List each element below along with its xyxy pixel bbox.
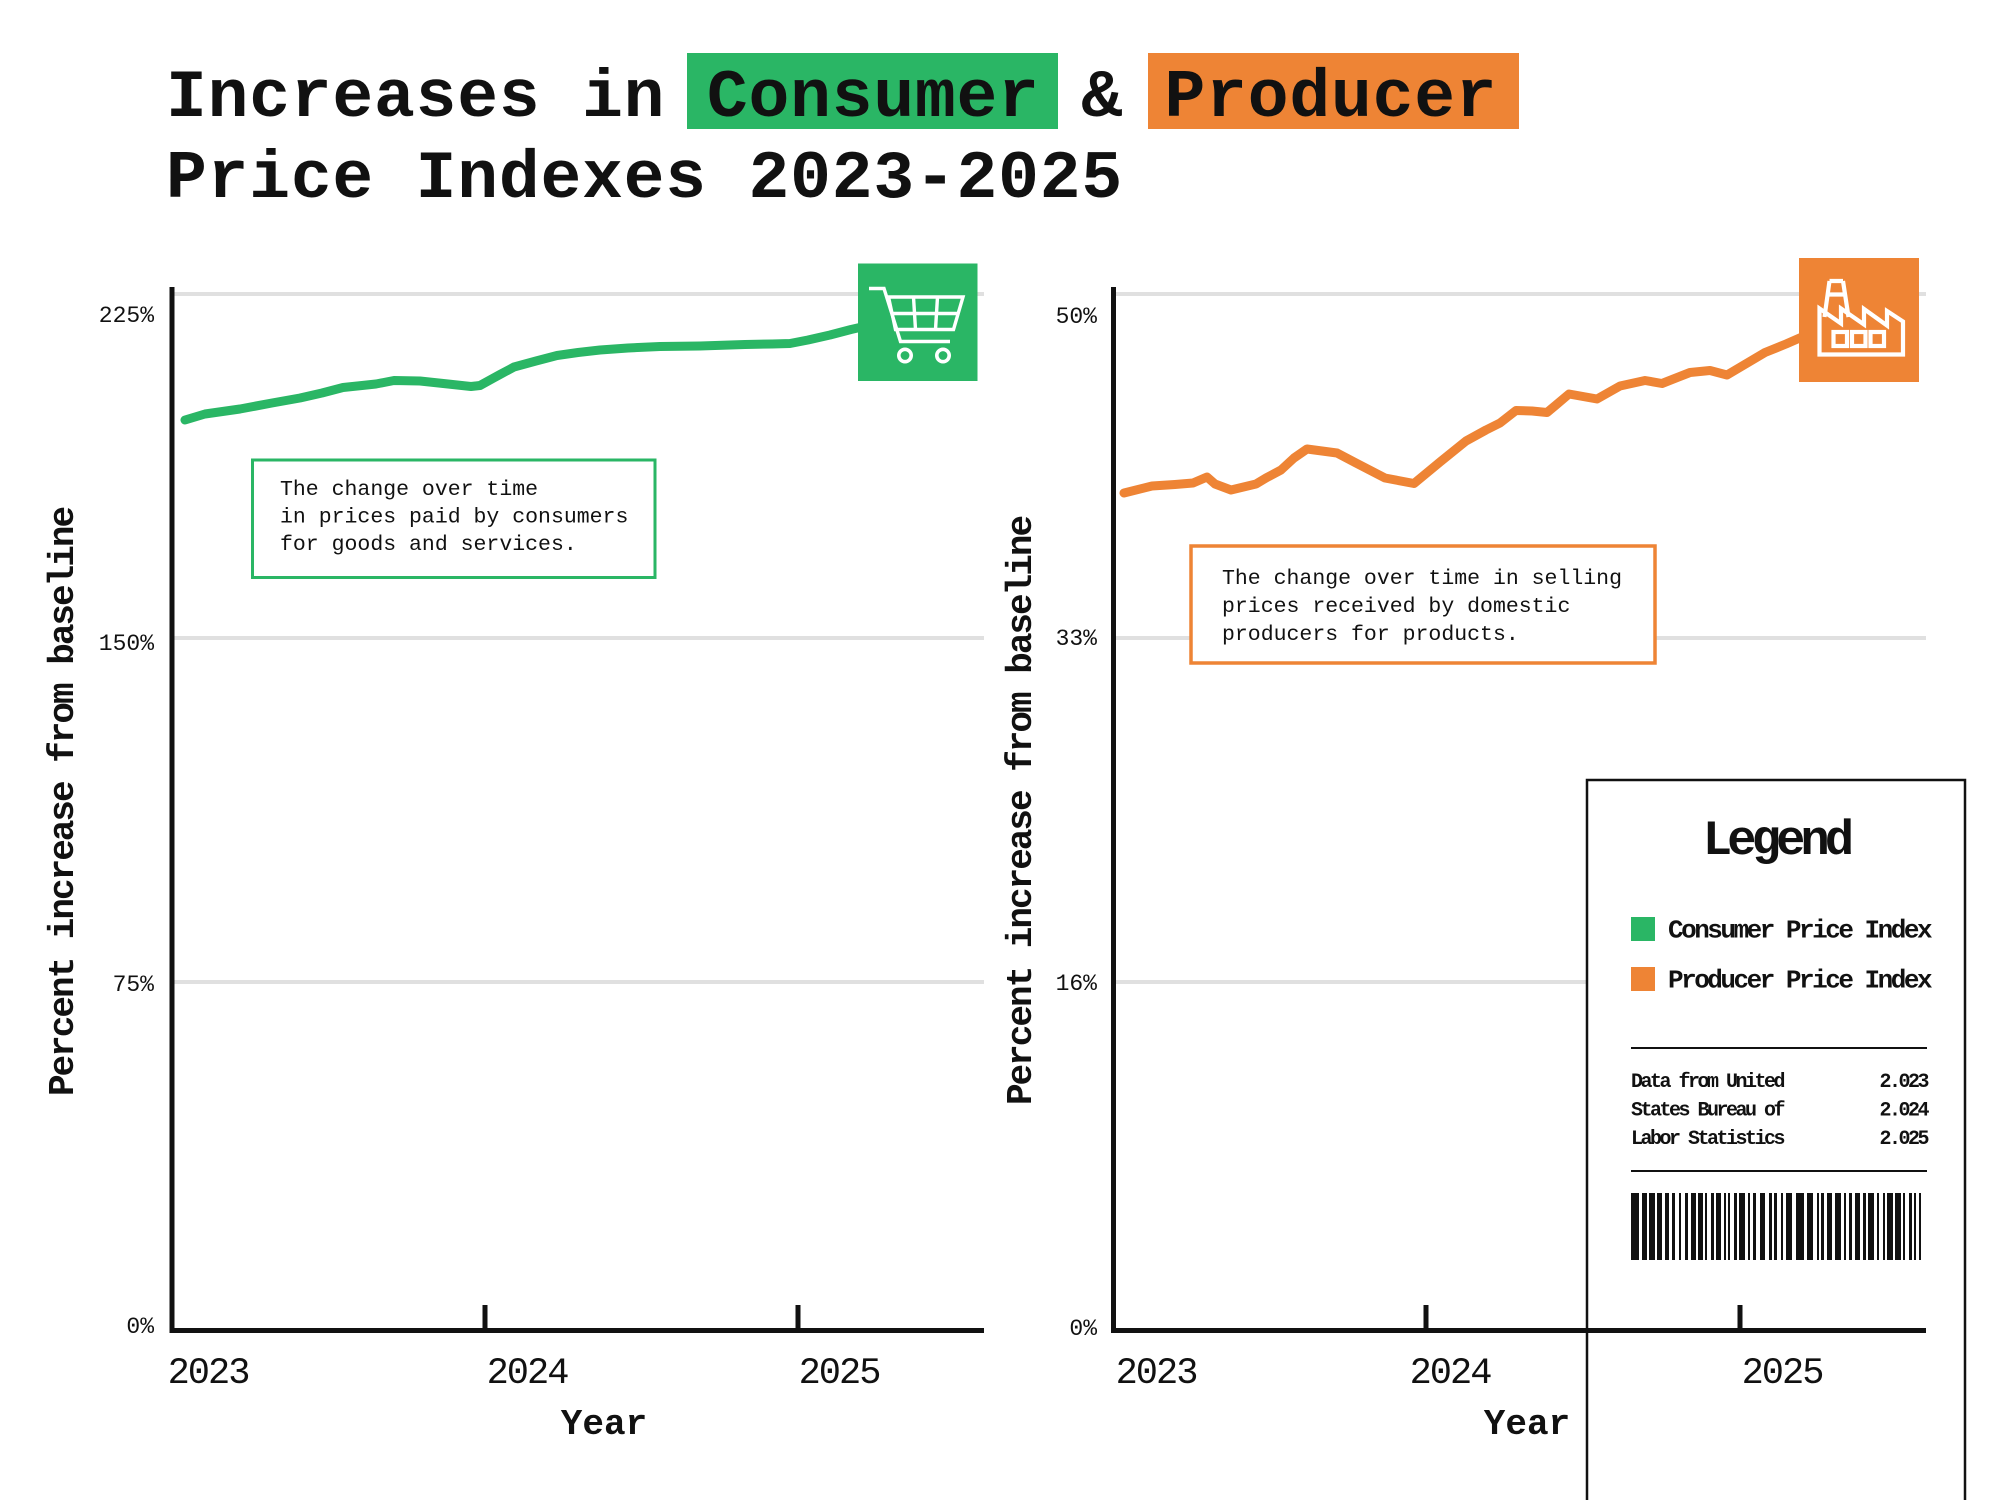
svg-text:Labor Statistics: Labor Statistics: [1631, 1128, 1785, 1151]
svg-text:producers for products.: producers for products.: [1222, 623, 1519, 647]
svg-text:in prices paid by consumers: in prices paid by consumers: [280, 506, 628, 530]
svg-text:2025: 2025: [1742, 1353, 1823, 1395]
svg-text:for goods and services.: for goods and services.: [280, 533, 577, 557]
svg-text:Increases in Consumer & Produc: Increases in Consumer & Producer: [166, 60, 1497, 137]
svg-text:2.023: 2.023: [1879, 1071, 1928, 1094]
svg-text:Data from United: Data from United: [1631, 1071, 1785, 1094]
svg-text:150%: 150%: [99, 631, 154, 657]
svg-text:225%: 225%: [99, 303, 154, 329]
svg-text:75%: 75%: [113, 972, 155, 998]
svg-text:prices received by domestic: prices received by domestic: [1222, 595, 1570, 619]
svg-text:States Bureau of: States Bureau of: [1631, 1100, 1785, 1123]
svg-text:0%: 0%: [1069, 1316, 1097, 1342]
svg-text:2.025: 2.025: [1879, 1128, 1928, 1151]
svg-text:Percent increase from baseline: Percent increase from baseline: [1001, 517, 1042, 1106]
svg-text:33%: 33%: [1056, 626, 1098, 652]
svg-text:Consumer Price Index: Consumer Price Index: [1668, 916, 1932, 946]
svg-text:Year: Year: [561, 1404, 647, 1445]
svg-text:2024: 2024: [487, 1353, 569, 1395]
svg-text:Legend: Legend: [1703, 813, 1852, 869]
svg-text:2023: 2023: [1116, 1353, 1197, 1395]
svg-text:16%: 16%: [1056, 971, 1098, 997]
svg-text:The change over time: The change over time: [280, 478, 538, 502]
svg-text:Percent increase from baseline: Percent increase from baseline: [43, 508, 84, 1097]
svg-text:Year: Year: [1484, 1404, 1570, 1445]
svg-text:Price Indexes 2023-2025: Price Indexes 2023-2025: [166, 141, 1123, 218]
svg-text:2025: 2025: [799, 1353, 880, 1395]
svg-text:50%: 50%: [1056, 304, 1098, 330]
svg-text:Producer Price Index: Producer Price Index: [1668, 966, 1932, 996]
svg-text:2024: 2024: [1410, 1353, 1492, 1395]
svg-text:The change over time in sellin: The change over time in selling: [1222, 567, 1622, 591]
svg-text:2.024: 2.024: [1879, 1100, 1929, 1123]
svg-text:2023: 2023: [168, 1353, 249, 1395]
svg-text:0%: 0%: [126, 1314, 154, 1340]
